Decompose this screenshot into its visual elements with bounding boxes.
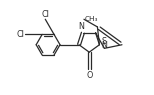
Text: N: N bbox=[79, 22, 84, 31]
Text: CH₃: CH₃ bbox=[85, 16, 98, 22]
Text: S: S bbox=[102, 37, 107, 46]
Text: O: O bbox=[86, 71, 92, 80]
Text: Cl: Cl bbox=[41, 10, 49, 19]
Text: N: N bbox=[101, 41, 107, 50]
Text: Cl: Cl bbox=[16, 30, 24, 39]
